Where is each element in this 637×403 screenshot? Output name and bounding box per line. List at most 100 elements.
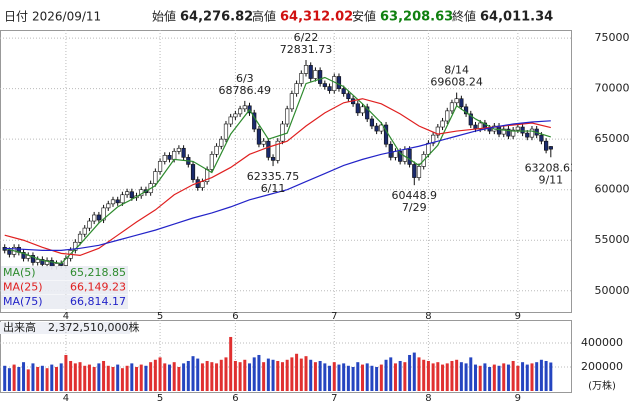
candle-body: [270, 157, 276, 161]
candle-body: [454, 98, 459, 104]
candle-body: [468, 113, 473, 126]
candle-body: [233, 113, 238, 118]
candle-body: [40, 259, 45, 265]
candle-body: [209, 154, 214, 170]
volume-bar: [455, 359, 459, 391]
volume-panel: [0, 320, 572, 393]
volume-bar: [40, 365, 44, 391]
candle-body: [157, 161, 163, 172]
volume-bar: [83, 365, 87, 391]
volume-bar: [120, 368, 124, 391]
volume-bar: [167, 364, 171, 391]
legend-box: [1, 295, 128, 309]
candle-body: [228, 116, 233, 125]
x-tick-label-bottom: 6: [232, 393, 238, 403]
volume-bar: [45, 368, 49, 391]
volume-tick-label: 400000: [581, 336, 623, 349]
x-tick-label-bottom: 4: [63, 393, 69, 403]
volume-bar: [464, 363, 468, 391]
volume-bar: [365, 363, 369, 391]
volume-bar: [478, 365, 482, 391]
candle-body: [87, 220, 92, 229]
candle-body: [153, 171, 158, 184]
volume-bar: [144, 365, 148, 391]
candle-body: [341, 88, 346, 94]
candle-body: [101, 207, 106, 221]
volume-bar: [205, 360, 209, 391]
volume-bar: [323, 363, 327, 391]
y-tick-label: 55000: [595, 233, 630, 246]
candle-body: [318, 70, 323, 84]
candle-body: [374, 125, 379, 132]
volume-bar: [497, 365, 501, 391]
volume-bar: [492, 364, 496, 391]
volume-bar: [436, 362, 440, 391]
volume-bar: [375, 366, 379, 391]
legend-name: MA(5): [3, 266, 36, 279]
candle-body: [431, 134, 436, 144]
candle-body: [7, 250, 12, 255]
candle-body: [544, 140, 549, 151]
candle-body: [440, 120, 445, 128]
volume-title: 出来高: [3, 320, 36, 334]
volume-bar: [403, 362, 407, 391]
volume-bar: [196, 358, 200, 391]
volume-bar: [290, 357, 294, 391]
x-tick-label-bottom: 9: [515, 393, 521, 403]
candle-body: [515, 126, 520, 131]
annotation-price: 72831.73: [280, 43, 333, 56]
x-tick-label-bottom: 5: [157, 393, 163, 403]
volume-bar: [280, 362, 284, 391]
date-label: 日付: [4, 10, 28, 24]
volume-bar: [111, 366, 115, 391]
volume-bar: [64, 354, 68, 391]
volume-bar: [506, 364, 510, 391]
candle-body: [365, 106, 370, 120]
annotation-date: 6/22: [294, 31, 319, 44]
candle-body: [445, 110, 450, 122]
volume-unit: (万株): [588, 379, 616, 392]
volume-bar: [276, 360, 280, 391]
candle-body: [449, 102, 455, 112]
volume-bar: [337, 364, 341, 391]
annotation-date: 6/11: [261, 182, 286, 195]
volume-bar: [248, 363, 252, 391]
candle-body: [501, 128, 506, 135]
candle-body: [200, 181, 205, 188]
volume-bar: [7, 368, 11, 391]
volume-bar: [257, 354, 261, 391]
x-tick-label: 4: [63, 311, 69, 322]
volume-bar: [102, 360, 106, 391]
candle-body: [181, 147, 186, 158]
volume-bar: [342, 363, 346, 391]
volume-bar: [36, 366, 40, 391]
y-tick-label: 75000: [595, 31, 630, 44]
candle-body: [327, 86, 332, 91]
volume-bar: [544, 360, 548, 391]
volume-bar: [295, 353, 299, 391]
candle-body: [285, 108, 290, 125]
overlay: 50000 55000 60000 65000 70000 75000 200000 4000…: [0, 31, 630, 403]
volume-bar: [483, 363, 487, 391]
volume-bar: [262, 362, 266, 391]
main-panel: [0, 30, 572, 313]
high-name: 高値: [252, 9, 276, 24]
annotation-date: 7/29: [402, 201, 427, 214]
candle-body: [360, 106, 365, 114]
volume-bar: [398, 360, 402, 391]
volume-bar: [215, 363, 219, 391]
volume-bar: [304, 356, 308, 391]
candle-body: [237, 108, 243, 115]
candle-body: [35, 259, 40, 263]
volume-tick-label: 200000: [581, 360, 623, 373]
open-value: 64,276.82: [180, 10, 253, 25]
candle-body: [525, 132, 530, 138]
volume-bar: [22, 362, 26, 391]
candle-body: [214, 145, 219, 155]
volume-bar: [12, 364, 16, 391]
candle-body: [190, 164, 196, 180]
volume-bar: [549, 362, 553, 391]
candle-body: [303, 65, 309, 74]
candle-body: [256, 128, 262, 145]
volume-bar: [59, 363, 63, 391]
